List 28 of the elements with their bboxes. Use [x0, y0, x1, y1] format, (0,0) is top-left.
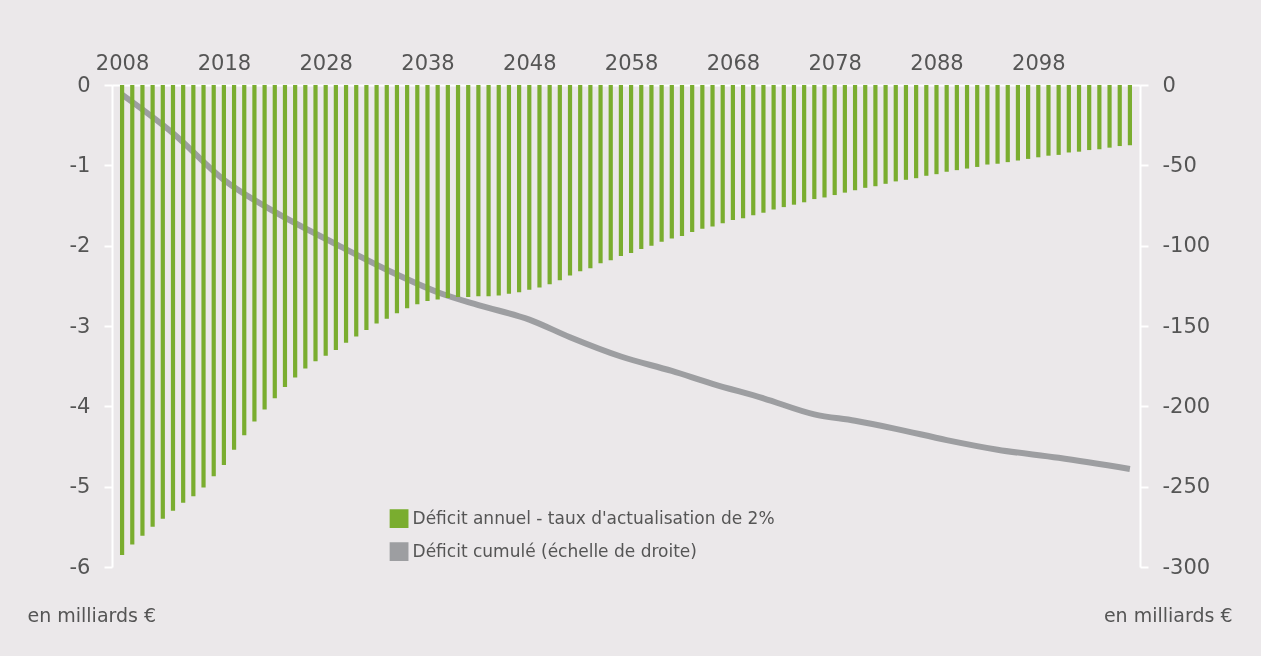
- y2-tick-label: -100: [1162, 233, 1211, 258]
- x-tick-label: 2018: [197, 50, 252, 75]
- x-tick-label: 2088: [910, 50, 964, 75]
- y2-axis-title: en milliards €: [1103, 603, 1233, 626]
- legend-label: Déficit annuel - taux d'actualisation de 2%: [412, 507, 775, 528]
- y-axis-title: en milliards €: [27, 603, 157, 626]
- y-tick-label: 0: [77, 72, 91, 97]
- x-tick-label: 2048: [503, 50, 557, 75]
- y2-tick-label: 0: [1162, 72, 1176, 97]
- y2-tick-label: -250: [1162, 474, 1211, 499]
- y2-tick-label: -200: [1162, 393, 1211, 418]
- y-tick-label: -3: [69, 313, 91, 338]
- x-tick-label: 2098: [1012, 50, 1066, 75]
- x-tick-label: 2008: [95, 50, 150, 75]
- y2-tick-label: -150: [1162, 313, 1211, 338]
- y-tick-label: -4: [69, 393, 91, 418]
- y2-tick-label: -300: [1162, 554, 1211, 579]
- y-tick-label: -2: [69, 233, 91, 258]
- y-tick-label: -5: [69, 474, 91, 499]
- x-tick-label: 2068: [706, 50, 761, 75]
- x-tick-label: 2058: [604, 50, 659, 75]
- y-tick-label: -6: [69, 554, 91, 579]
- x-tick-label: 2078: [808, 50, 862, 75]
- x-tick-label: 2038: [401, 50, 455, 75]
- y2-tick-label: -50: [1162, 152, 1197, 177]
- x-tick-label: 2028: [299, 50, 353, 75]
- y-tick-label: -1: [69, 152, 91, 177]
- legend-label: Déficit cumulé (échelle de droite): [412, 540, 697, 561]
